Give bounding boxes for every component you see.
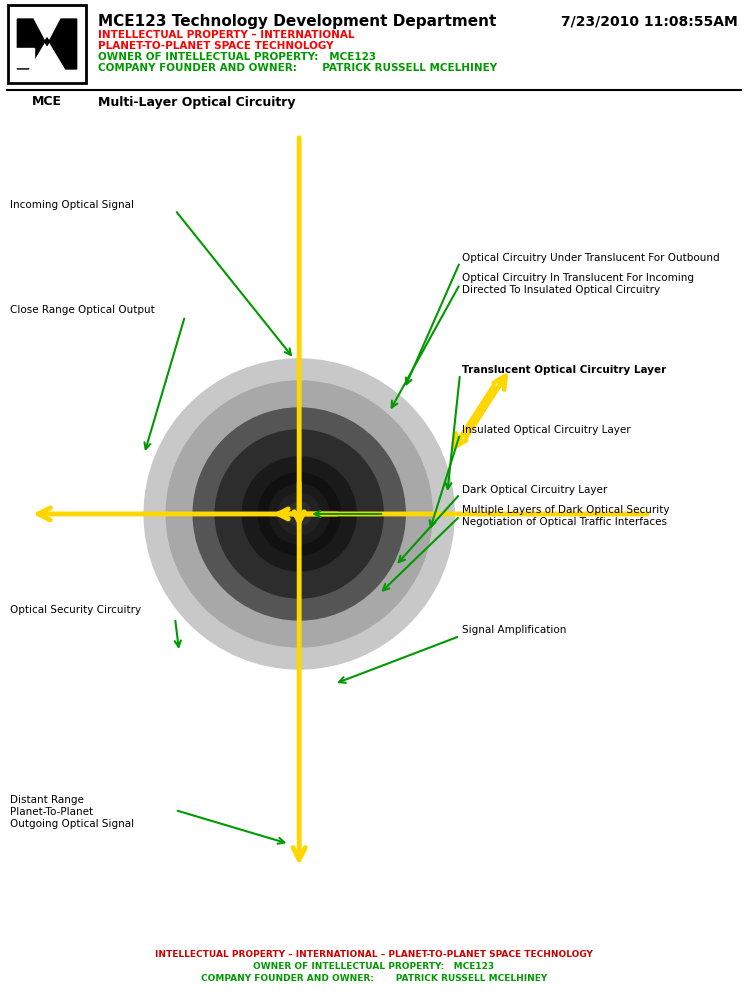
Text: MCE123 Technology Development Department: MCE123 Technology Development Department	[98, 14, 497, 29]
Text: Optical Circuitry In Translucent For Incoming: Optical Circuitry In Translucent For Inc…	[462, 273, 694, 283]
Text: Directed To Insulated Optical Circuitry: Directed To Insulated Optical Circuitry	[462, 285, 660, 295]
Text: OWNER OF INTELLECTUAL PROPERTY:   MCE123: OWNER OF INTELLECTUAL PROPERTY: MCE123	[254, 962, 494, 971]
Text: Insulated Optical Circuitry Layer: Insulated Optical Circuitry Layer	[462, 425, 631, 435]
Text: Signal Amplification: Signal Amplification	[462, 625, 566, 635]
Text: COMPANY FOUNDER AND OWNER:       PATRICK RUSSELL MCELHINEY: COMPANY FOUNDER AND OWNER: PATRICK RUSSE…	[98, 63, 497, 73]
Text: 7/23/2010 11:08:55AM: 7/23/2010 11:08:55AM	[561, 14, 738, 28]
Bar	[12, 48, 34, 68]
Text: Optical Circuitry Under Translucent For Outbound: Optical Circuitry Under Translucent For …	[462, 253, 720, 263]
Text: Close Range Optical Output: Close Range Optical Output	[10, 305, 155, 315]
Text: Multiple Layers of Dark Optical Security: Multiple Layers of Dark Optical Security	[462, 505, 669, 515]
Text: MCE: MCE	[32, 95, 62, 108]
Circle shape	[144, 359, 454, 669]
Polygon shape	[17, 19, 76, 69]
Text: Dark Optical Circuitry Layer: Dark Optical Circuitry Layer	[462, 485, 607, 495]
Text: Outgoing Optical Signal: Outgoing Optical Signal	[10, 819, 134, 829]
Circle shape	[193, 408, 405, 620]
Bar	[8, 5, 86, 83]
Circle shape	[166, 381, 432, 647]
Text: Incoming Optical Signal: Incoming Optical Signal	[10, 200, 134, 210]
Text: COMPANY FOUNDER AND OWNER:       PATRICK RUSSELL MCELHINEY: COMPANY FOUNDER AND OWNER: PATRICK RUSSE…	[201, 974, 547, 983]
Circle shape	[215, 430, 383, 598]
Circle shape	[278, 493, 320, 535]
Text: Distant Range: Distant Range	[10, 795, 84, 805]
Circle shape	[258, 473, 340, 555]
Circle shape	[287, 502, 311, 526]
Circle shape	[269, 484, 329, 544]
Text: INTELLECTUAL PROPERTY – INTERNATIONAL – PLANET-TO-PLANET SPACE TECHNOLOGY: INTELLECTUAL PROPERTY – INTERNATIONAL – …	[155, 950, 593, 959]
Circle shape	[242, 457, 356, 571]
Text: PLANET-TO-PLANET SPACE TECHNOLOGY: PLANET-TO-PLANET SPACE TECHNOLOGY	[98, 41, 334, 51]
Circle shape	[293, 508, 305, 520]
Text: Translucent Optical Circuitry Layer: Translucent Optical Circuitry Layer	[462, 365, 666, 375]
Text: INTELLECTUAL PROPERTY – INTERNATIONAL: INTELLECTUAL PROPERTY – INTERNATIONAL	[98, 30, 355, 40]
Text: Multi-Layer Optical Circuitry: Multi-Layer Optical Circuitry	[98, 96, 295, 109]
Text: Planet-To-Planet: Planet-To-Planet	[10, 807, 93, 817]
Text: Optical Security Circuitry: Optical Security Circuitry	[10, 605, 141, 615]
Text: OWNER OF INTELLECTUAL PROPERTY:   MCE123: OWNER OF INTELLECTUAL PROPERTY: MCE123	[98, 52, 376, 62]
Text: Negotiation of Optical Traffic Interfaces: Negotiation of Optical Traffic Interface…	[462, 517, 667, 527]
